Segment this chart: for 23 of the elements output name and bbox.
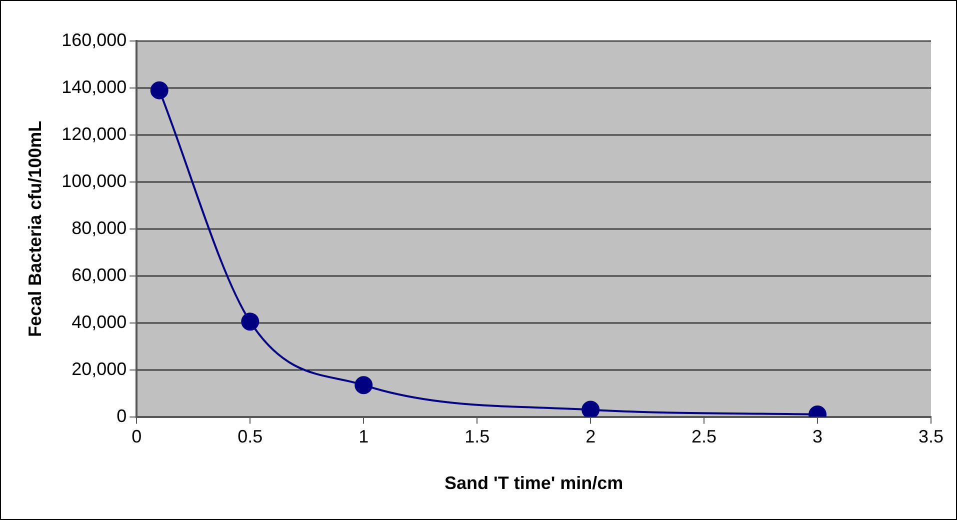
point xyxy=(582,400,600,417)
y-tick-label: 160,000 xyxy=(62,30,127,50)
x-tick-label: 3 xyxy=(812,426,823,447)
x-tick-label: 2 xyxy=(586,426,596,447)
y-tick-label: 120,000 xyxy=(62,124,127,144)
x-axis-title: Sand 'T time' min/cm xyxy=(444,473,624,494)
y-tick-label: 100,000 xyxy=(62,170,127,191)
y-axis-title: Fecal Bacteria cfu/100mL xyxy=(24,120,45,337)
x-tick-label: 0 xyxy=(132,426,142,447)
x-tick-label: 1 xyxy=(358,426,369,447)
x-tick-label: 0.5 xyxy=(238,426,263,447)
y-tick-label: 140,000 xyxy=(62,76,127,97)
x-tick-label: 2.5 xyxy=(692,426,717,447)
y-tick-label: 40,000 xyxy=(72,312,127,332)
y-tick-label: 0 xyxy=(116,406,127,426)
y-tick-label: 60,000 xyxy=(72,264,127,285)
point xyxy=(150,81,168,100)
y-tick-label: 20,000 xyxy=(72,358,127,379)
point xyxy=(241,312,260,331)
x-tick-label: 3.5 xyxy=(918,426,944,447)
y-tick-label: 80,000 xyxy=(72,218,127,238)
x-tick-label: 1.5 xyxy=(464,426,490,447)
point xyxy=(354,376,373,394)
